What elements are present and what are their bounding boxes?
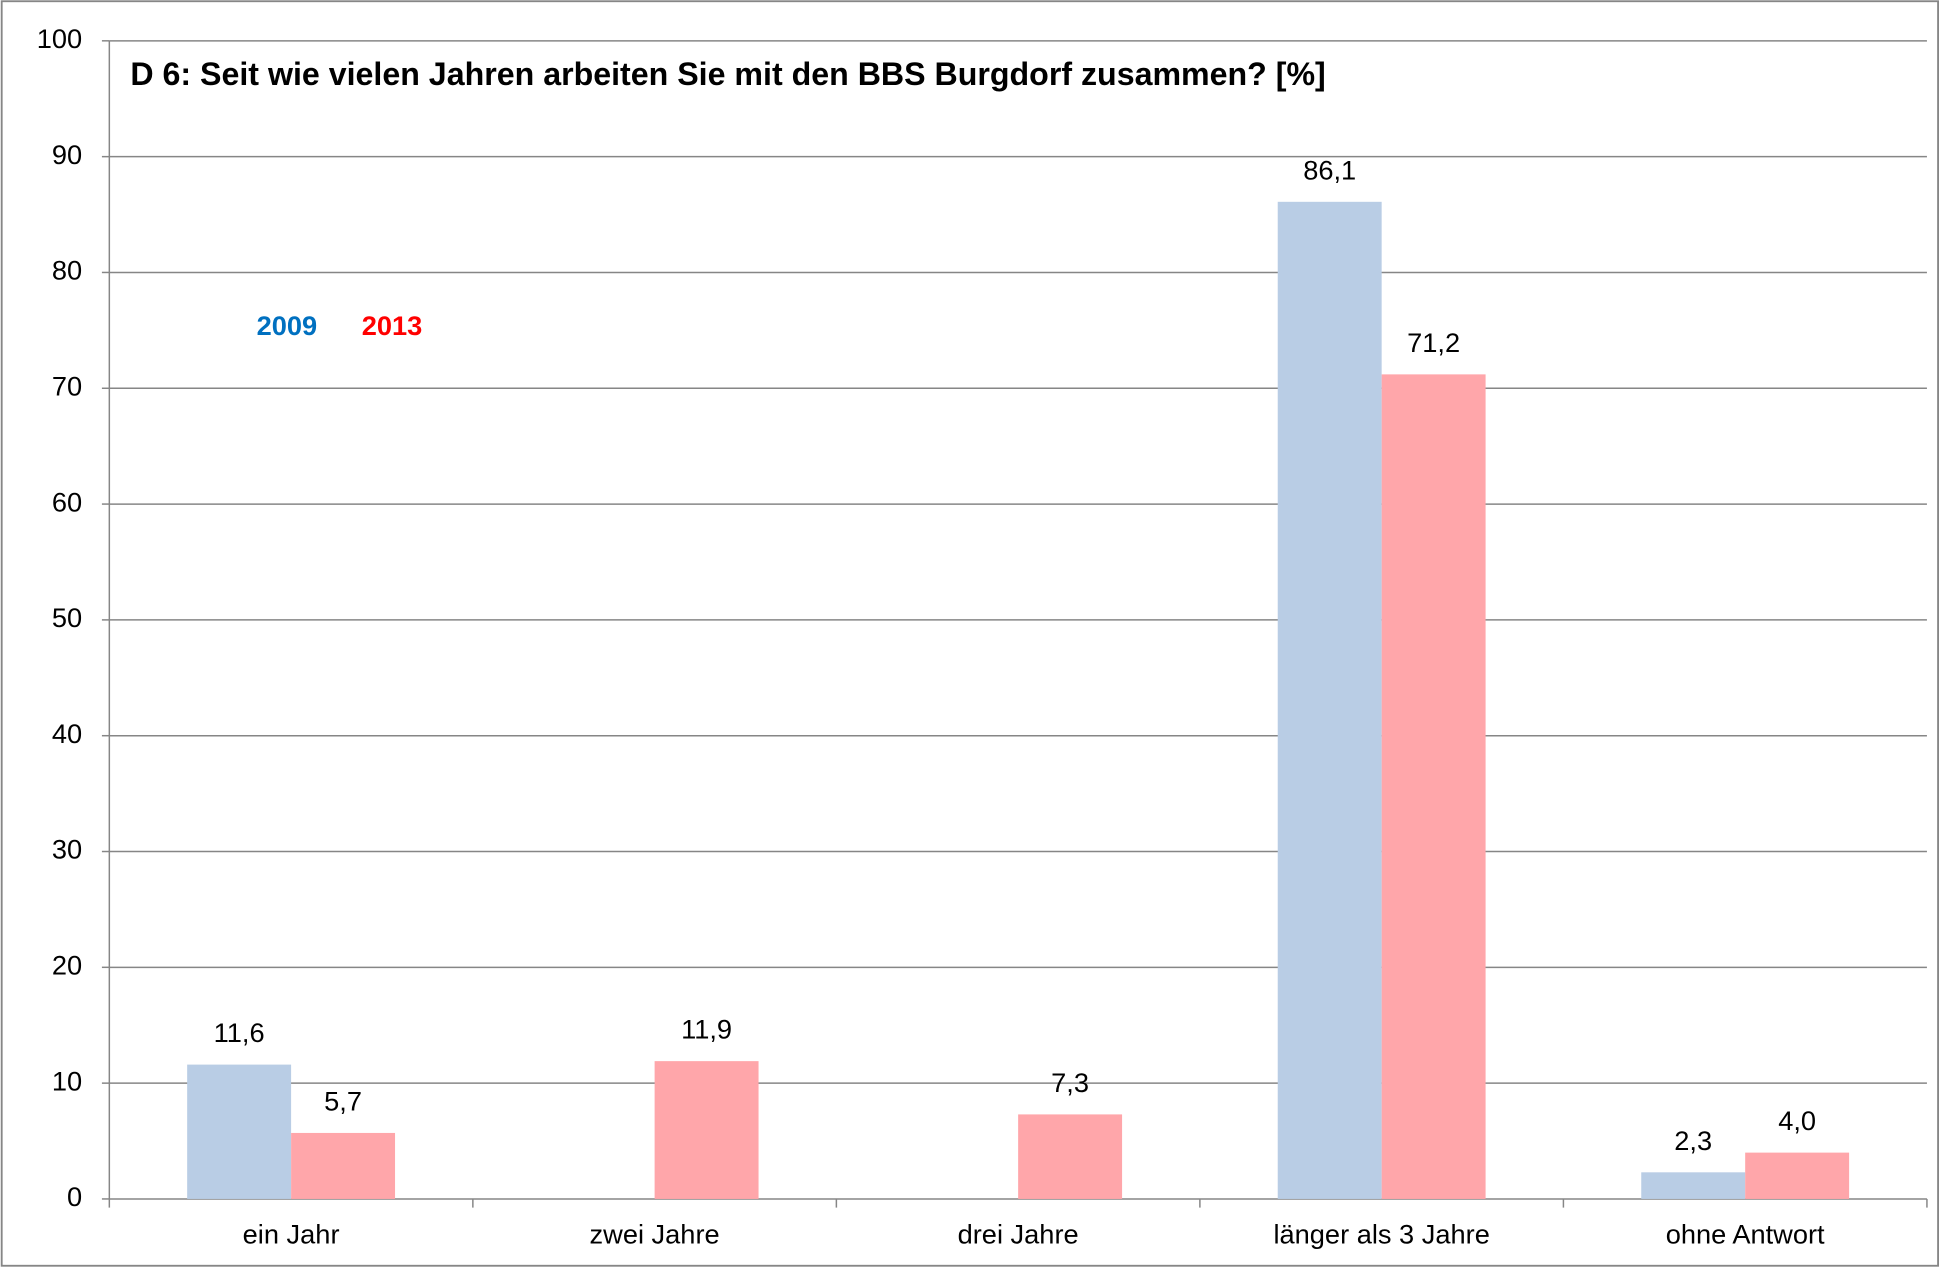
y-tick-label: 70 (52, 370, 82, 401)
bar (1277, 201, 1382, 1199)
bar (1381, 374, 1486, 1199)
x-tick-label: drei Jahre (958, 1218, 1079, 1249)
y-tick-label: 0 (67, 1181, 82, 1212)
data-label: 5,7 (324, 1085, 362, 1116)
y-tick-label: 60 (52, 486, 82, 517)
bar (1641, 1172, 1746, 1199)
bar (187, 1064, 292, 1199)
bar (1018, 1114, 1123, 1199)
y-tick-label: 80 (52, 255, 82, 286)
x-tick-label: zwei Jahre (590, 1218, 720, 1249)
data-label: 11,6 (214, 1017, 265, 1048)
bar (1745, 1152, 1850, 1199)
x-tick-label: ohne Antwort (1666, 1218, 1825, 1249)
bar (654, 1061, 759, 1199)
y-tick-label: 50 (52, 602, 82, 633)
bar (291, 1132, 396, 1199)
data-label: 11,9 (681, 1014, 732, 1045)
data-label: 4,0 (1778, 1105, 1816, 1136)
data-label: 2,3 (1674, 1125, 1712, 1156)
data-label: 86,1 (1303, 154, 1356, 185)
y-tick-label: 30 (52, 834, 82, 865)
x-tick-label: ein Jahr (243, 1218, 340, 1249)
chart-title: D 6: Seit wie vielen Jahren arbeiten Sie… (130, 56, 1325, 92)
y-tick-label: 20 (52, 950, 82, 981)
y-tick-label: 90 (52, 139, 82, 170)
y-tick-label: 10 (52, 1065, 82, 1096)
y-tick-label: 40 (52, 718, 82, 749)
data-label: 71,2 (1407, 327, 1460, 358)
legend-entry: 2013 (362, 310, 423, 341)
legend-entry: 2009 (257, 310, 318, 341)
y-tick-label: 100 (37, 23, 82, 54)
x-tick-label: länger als 3 Jahre (1273, 1218, 1489, 1249)
data-label: 7,3 (1051, 1067, 1089, 1098)
